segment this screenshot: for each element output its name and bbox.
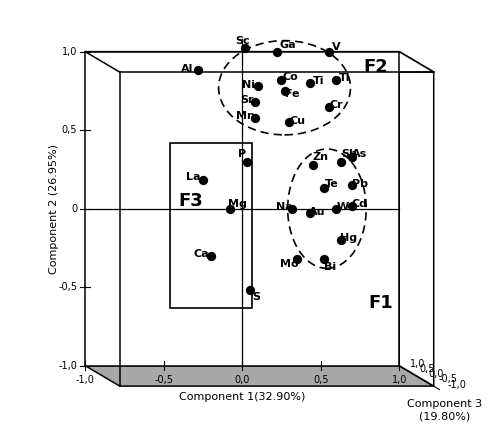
Polygon shape: [399, 52, 434, 386]
Point: [293, 255, 301, 262]
Point: [348, 153, 356, 160]
Text: Cu: Cu: [289, 116, 305, 126]
Text: Hg: Hg: [340, 233, 357, 243]
Point: [288, 205, 296, 212]
Text: Component 1(32.90%): Component 1(32.90%): [179, 392, 306, 402]
Text: 0,0: 0,0: [429, 369, 444, 379]
Point: [254, 83, 262, 90]
Text: 1,0: 1,0: [392, 375, 407, 385]
Text: 0,5: 0,5: [313, 375, 328, 385]
Point: [226, 205, 234, 212]
Text: S: S: [252, 291, 260, 301]
Point: [324, 48, 332, 55]
Text: -0,5: -0,5: [154, 375, 173, 385]
Text: Cr: Cr: [330, 100, 343, 110]
Text: 0,0: 0,0: [234, 375, 250, 385]
Text: Ga: Ga: [280, 40, 296, 50]
Text: F2: F2: [363, 58, 388, 76]
Point: [309, 161, 317, 168]
Polygon shape: [85, 365, 434, 386]
Text: Tl: Tl: [338, 73, 350, 83]
Point: [250, 114, 258, 121]
Point: [332, 205, 340, 212]
Point: [242, 45, 250, 52]
Text: Te: Te: [325, 178, 338, 188]
Text: W: W: [336, 202, 349, 212]
Text: 0: 0: [71, 204, 78, 213]
Point: [306, 80, 314, 87]
Text: Ti: Ti: [314, 77, 325, 87]
Point: [272, 48, 280, 55]
Text: Cd: Cd: [352, 199, 368, 209]
Point: [306, 210, 314, 217]
Text: Mg: Mg: [228, 199, 247, 209]
Text: Pb: Pb: [352, 178, 368, 188]
Point: [337, 158, 345, 165]
Point: [337, 236, 345, 243]
Point: [278, 77, 285, 84]
Polygon shape: [85, 52, 434, 72]
Polygon shape: [85, 52, 399, 365]
Text: -0,5: -0,5: [438, 375, 457, 385]
Text: 1,0: 1,0: [410, 359, 426, 369]
Text: -1,0: -1,0: [58, 361, 78, 371]
Text: V: V: [332, 42, 340, 52]
Point: [243, 158, 251, 165]
Text: -1,0: -1,0: [76, 375, 94, 385]
Text: Zn: Zn: [312, 152, 328, 162]
Point: [280, 87, 288, 94]
Text: Bi: Bi: [324, 262, 336, 272]
Text: Component 2 (26.95%): Component 2 (26.95%): [48, 144, 58, 274]
Text: 1,0: 1,0: [62, 47, 78, 57]
Text: F3: F3: [178, 192, 203, 210]
Text: Na: Na: [276, 202, 293, 212]
Point: [320, 185, 328, 192]
Point: [206, 252, 214, 259]
Text: Component 3
(19.80%): Component 3 (19.80%): [407, 399, 482, 421]
Point: [324, 103, 332, 110]
Text: P: P: [238, 149, 246, 158]
Point: [246, 287, 254, 294]
Text: Ca: Ca: [194, 249, 209, 259]
Point: [320, 255, 328, 262]
Text: Sr: Sr: [240, 95, 254, 105]
Text: 0,5: 0,5: [62, 125, 78, 135]
Text: -0,5: -0,5: [58, 282, 78, 292]
Text: Sc: Sc: [235, 36, 250, 45]
Text: Co: Co: [283, 72, 298, 82]
Text: Au: Au: [310, 207, 326, 217]
Text: 0,5: 0,5: [420, 364, 435, 374]
Point: [348, 202, 356, 209]
Point: [286, 119, 294, 126]
Text: As: As: [352, 149, 368, 158]
Point: [250, 98, 258, 105]
Text: La: La: [186, 172, 200, 182]
Bar: [170, 143, 252, 307]
Text: Mo: Mo: [280, 259, 298, 268]
Text: F1: F1: [368, 294, 392, 312]
Text: Ni: Ni: [242, 80, 255, 90]
Text: Al: Al: [181, 64, 194, 74]
Text: -1,0: -1,0: [448, 379, 466, 390]
Text: Fe: Fe: [285, 89, 300, 99]
Point: [332, 77, 340, 84]
Point: [348, 181, 356, 188]
Text: Mn: Mn: [236, 111, 255, 121]
Text: Sb: Sb: [341, 149, 357, 158]
Point: [199, 177, 207, 184]
Point: [194, 67, 202, 74]
